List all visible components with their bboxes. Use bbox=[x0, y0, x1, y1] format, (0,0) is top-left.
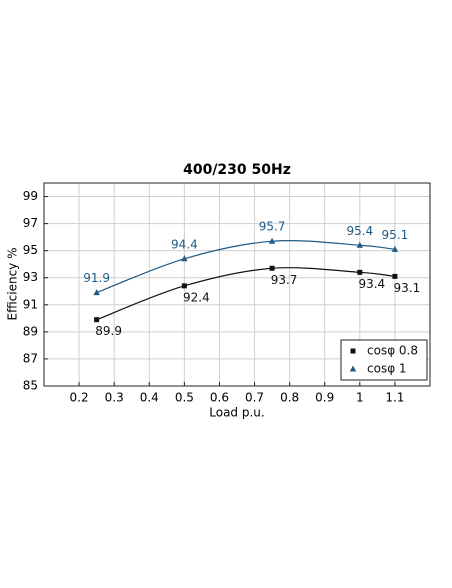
legend-label: cosφ 1 bbox=[367, 362, 407, 376]
point bbox=[181, 255, 188, 262]
x-tick-label: 0.2 bbox=[70, 391, 89, 405]
point bbox=[181, 283, 187, 289]
y-tick-label: 85 bbox=[23, 379, 38, 393]
data-label: 95.1 bbox=[382, 228, 409, 242]
data-label: 94.4 bbox=[171, 237, 198, 251]
x-tick-label: 0.7 bbox=[245, 391, 264, 405]
point bbox=[268, 237, 276, 244]
y-tick-label: 95 bbox=[23, 243, 38, 257]
data-label: 93.1 bbox=[394, 281, 421, 295]
series-line bbox=[96, 240, 395, 294]
x-axis-label: Load p.u. bbox=[209, 406, 264, 420]
data-label: 95.7 bbox=[259, 220, 286, 234]
point bbox=[391, 245, 399, 252]
point bbox=[392, 273, 398, 279]
x-tick-label: 1.1 bbox=[385, 391, 404, 405]
series-line bbox=[96, 267, 395, 321]
data-label: 93.4 bbox=[358, 277, 385, 291]
data-label: 93.7 bbox=[271, 273, 298, 287]
y-tick-label: 91 bbox=[23, 297, 38, 311]
y-tick-label: 89 bbox=[23, 324, 38, 338]
x-tick-label: 0.4 bbox=[140, 391, 159, 405]
point bbox=[94, 317, 100, 323]
point bbox=[93, 289, 100, 296]
x-tick-label: 0.9 bbox=[315, 391, 334, 405]
x-tick-label: 0.3 bbox=[105, 391, 124, 405]
point bbox=[357, 269, 363, 275]
legend-label: cosφ 0.8 bbox=[367, 344, 418, 358]
y-tick-label: 97 bbox=[23, 216, 38, 230]
legend-marker bbox=[349, 365, 357, 372]
data-label: 91.9 bbox=[83, 271, 110, 285]
x-tick-label: 0.8 bbox=[280, 391, 299, 405]
x-tick-label: 0.5 bbox=[175, 391, 194, 405]
legend-box bbox=[340, 339, 428, 381]
chart-title: 400/230 50Hz bbox=[183, 162, 291, 178]
point bbox=[356, 241, 364, 248]
y-tick-label: 87 bbox=[23, 351, 38, 365]
x-tick-label: 0.6 bbox=[210, 391, 229, 405]
y-tick-label: 99 bbox=[23, 189, 38, 203]
x-tick-label: 1 bbox=[356, 391, 364, 405]
legend-marker bbox=[350, 348, 356, 354]
y-axis-label: Efficiency % bbox=[6, 247, 20, 320]
y-tick-label: 93 bbox=[23, 270, 38, 284]
data-label: 92.4 bbox=[183, 290, 210, 304]
plot-frame bbox=[43, 182, 431, 387]
point bbox=[269, 265, 275, 271]
data-label: 89.9 bbox=[95, 324, 122, 338]
data-label: 95.4 bbox=[346, 224, 373, 238]
